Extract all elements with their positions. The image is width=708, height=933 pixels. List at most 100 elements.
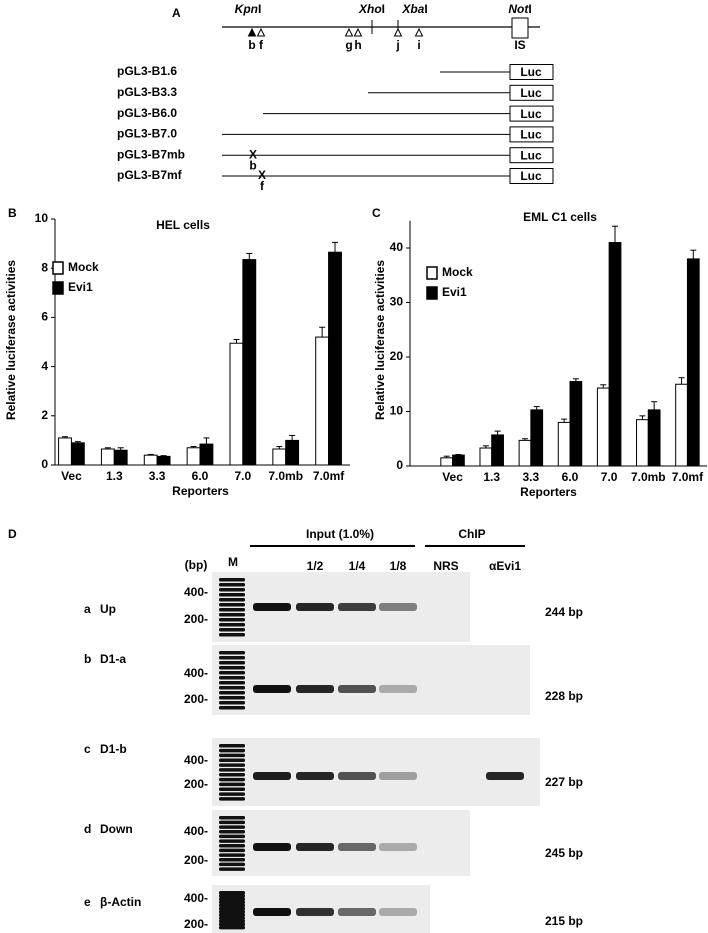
y-tick-label: 30: [390, 295, 404, 309]
y-tick-label: 0: [396, 458, 403, 472]
enzyme-suffix: I: [424, 2, 427, 16]
bar: [229, 342, 244, 466]
pcr-band: [253, 603, 291, 611]
marker-label: 400-: [184, 666, 208, 680]
bar: [272, 448, 287, 466]
construct-name: pGL3-B1.6: [117, 64, 177, 78]
product-size: 245 bp: [545, 846, 583, 860]
ladder-band: [219, 666, 245, 670]
x-tick-label: 6.0: [562, 470, 579, 484]
luc-box: [509, 168, 554, 184]
ladder-band: [219, 744, 245, 748]
luc-box: [509, 84, 554, 101]
pcr-band: [253, 843, 291, 851]
ladder-band: [219, 763, 245, 767]
row-name: Up: [100, 602, 116, 616]
luc-label: Luc: [520, 65, 542, 79]
bar: [440, 457, 454, 467]
bar: [285, 439, 300, 466]
product-size: 215 bp: [545, 914, 583, 928]
marker-label: 400-: [184, 824, 208, 838]
lane-label: NRS: [433, 559, 458, 573]
construct-name: pGL3-B7mf: [117, 168, 183, 182]
x-tick-label: Vec: [61, 469, 82, 483]
row-letter: a: [84, 602, 91, 616]
site-label: g: [345, 38, 352, 52]
mutation-mark: X: [249, 147, 257, 161]
panel-label: B: [8, 206, 17, 220]
ladder-band: [219, 681, 245, 685]
ladder-band: [219, 782, 245, 787]
legend-swatch: [52, 281, 64, 295]
bar: [569, 381, 583, 467]
pcr-band: [486, 772, 524, 780]
ladder-band: [219, 867, 245, 871]
pcr-band: [296, 685, 334, 693]
x-tick-label: 1.3: [483, 470, 500, 484]
ladder-band: [219, 825, 245, 829]
luc-box: [509, 147, 554, 164]
legend-swatch: [52, 261, 64, 275]
construct-name: pGL3-B7mb: [117, 147, 185, 161]
site-triangle: [247, 27, 257, 37]
site-label: f: [259, 38, 264, 52]
ladder-band: [219, 792, 245, 796]
bar: [596, 387, 610, 467]
ladder-band: [219, 844, 245, 848]
x-tick-label: 1.3: [106, 469, 123, 483]
ladder-band: [219, 853, 245, 857]
x-tick-label: 3.3: [523, 470, 540, 484]
ladder-band: [219, 651, 245, 655]
ladder-band: [219, 830, 245, 834]
bar: [315, 336, 330, 466]
is-box: [511, 17, 529, 39]
ladder-band: [219, 686, 245, 690]
enzyme-label: NotI: [508, 2, 531, 16]
marker-label: 200-: [184, 777, 208, 791]
y-tick-label: 10: [35, 211, 49, 225]
marker-label: 200-: [184, 612, 208, 626]
panel-label: A: [172, 6, 181, 20]
product-size: 244 bp: [545, 605, 583, 619]
marker-label: 400-: [184, 891, 208, 905]
row-name: Down: [100, 822, 133, 836]
bar: [608, 242, 622, 467]
x-tick-label: 7.0mb: [268, 469, 303, 483]
row-name: D1-a: [100, 652, 126, 666]
pcr-band: [296, 603, 334, 611]
bar: [156, 455, 171, 466]
legend-label: Mock: [68, 260, 99, 274]
ladder-band: [219, 758, 245, 762]
site-label: h: [354, 38, 361, 52]
legend-swatch: [426, 286, 438, 300]
bar: [100, 448, 115, 466]
legend-swatch: [426, 266, 438, 280]
y-tick-label: 40: [390, 240, 404, 254]
y-tick-label: 10: [390, 404, 404, 418]
ladder-band: [219, 768, 245, 772]
x-tick-label: 7.0: [601, 470, 618, 484]
ladder-band: [219, 773, 245, 777]
ladder-band: [219, 839, 245, 843]
panel-label: D: [8, 527, 17, 541]
site-triangle: [353, 27, 363, 37]
y-tick-label: 8: [41, 260, 48, 274]
site-label: b: [248, 38, 255, 52]
construct-name: pGL3-B3.3: [117, 85, 177, 99]
y-tick-label: 4: [41, 359, 48, 373]
ladder-band: [219, 848, 245, 853]
x-tick-label: 7.0mf: [313, 469, 345, 483]
mutation-site: f: [260, 179, 265, 193]
ladder-band: [219, 613, 245, 617]
ladder-band: [219, 894, 245, 898]
enzyme-name: Xba: [401, 2, 424, 16]
y-tick-label: 2: [41, 408, 48, 422]
enzyme-label: XbaI: [401, 2, 427, 16]
pcr-band: [338, 685, 376, 693]
enzyme-label: XhoI: [358, 2, 385, 16]
enzyme-suffix: I: [382, 2, 385, 16]
enzyme-name: Kpn: [235, 2, 258, 16]
row-letter: c: [84, 742, 91, 756]
luc-label: Luc: [520, 107, 542, 121]
